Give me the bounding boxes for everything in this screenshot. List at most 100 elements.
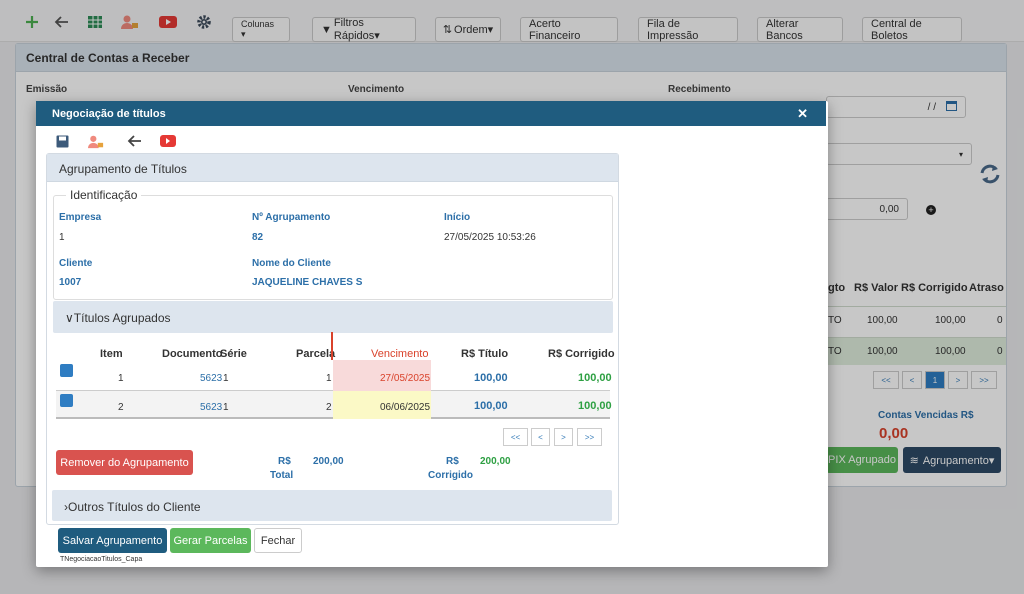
recebimento-date-input[interactable]: / / [826, 96, 966, 118]
fechar-button[interactable]: Fechar [254, 528, 302, 553]
row-checkbox[interactable] [60, 394, 73, 407]
table-row[interactable] [810, 337, 1006, 365]
row-parcela: 1 [326, 373, 332, 384]
row-parcela: 2 [326, 402, 332, 413]
chevron-down-icon: ∨ [65, 311, 74, 325]
cliente-value: 1007 [59, 277, 82, 288]
total-value: 200,00 [313, 456, 344, 467]
row-item: 1 [118, 373, 124, 384]
colunas-dropdown[interactable]: Colunas ▾ [232, 17, 290, 42]
acerto-financeiro-button[interactable]: Acerto Financeiro [520, 17, 618, 42]
titulos-agrupados-title: Títulos Agrupados [73, 311, 171, 325]
pager-last[interactable]: >> [577, 428, 602, 446]
col-corrigido: R$ Corrigido [901, 282, 968, 294]
alterar-bancos-button[interactable]: Alterar Bancos [757, 17, 843, 42]
remover-agrupamento-button[interactable]: Remover do Agrupamento [56, 450, 193, 475]
recebimento-label: Recebimento [668, 84, 731, 95]
col-serie: Série [220, 348, 247, 360]
close-icon[interactable]: ✕ [797, 106, 808, 121]
filtros-label: Filtros Rápidos▾ [333, 17, 380, 42]
vencimento-cell-bg [333, 391, 431, 419]
back-arrow-icon[interactable] [52, 12, 72, 32]
calendar-icon[interactable] [946, 100, 957, 114]
corrigido-value: 200,00 [480, 456, 511, 467]
row-tipo: TO [828, 346, 842, 357]
row-valor: 100,00 [867, 346, 898, 357]
main-toolbar: Colunas ▾ ▼ Filtros Rápidos▾ ⇅ Ordem▾ Acer… [0, 0, 1024, 42]
row-titulo: 100,00 [474, 400, 508, 412]
empresa-label: Empresa [59, 212, 102, 223]
row-tipo: TO [828, 315, 842, 326]
row-checkbox[interactable] [60, 364, 73, 377]
col-rs-corrigido: R$ Corrigido [548, 348, 615, 360]
filtros-rapidos-button[interactable]: ▼ Filtros Rápidos▾ [312, 17, 416, 42]
row-corrigido: 100,00 [578, 400, 612, 412]
nagrupamento-label: Nº Agrupamento [252, 212, 331, 223]
youtube-icon[interactable] [158, 12, 178, 32]
outros-titulos-header[interactable]: ›Outros Títulos do Cliente [52, 490, 612, 521]
row-vencimento: 27/05/2025 [380, 373, 431, 384]
col-vencimento: Vencimento [371, 348, 429, 360]
row-corrigido: 100,00 [935, 346, 966, 357]
pager-next[interactable]: > [948, 371, 968, 389]
salvar-agrupamento-button[interactable]: Salvar Agrupamento [58, 528, 167, 553]
inicio-value: 27/05/2025 10:53:26 [444, 232, 536, 243]
row-serie: 1 [223, 402, 229, 413]
row-atraso: 0 [997, 346, 1003, 357]
pager-next[interactable]: > [554, 428, 573, 446]
row-documento: 5623 [200, 373, 223, 384]
modal-header: Negociação de títulos ✕ [36, 101, 826, 126]
filter-icon: ▼ [321, 23, 332, 36]
titulos-agrupados-header[interactable]: ∨Títulos Agrupados [53, 301, 613, 333]
sort-icon: ⇅ [442, 24, 453, 36]
pager-last[interactable]: >> [971, 371, 997, 389]
total-label-rs: R$ [278, 456, 291, 467]
pager-prev[interactable]: < [531, 428, 550, 446]
gerar-parcelas-button[interactable]: Gerar Parcelas [170, 528, 251, 553]
pix-agrupado-button[interactable]: PIX Agrupado [826, 447, 898, 473]
modal-title: Negociação de títulos [52, 108, 166, 120]
col-documento: Documento [162, 348, 223, 360]
background-select[interactable]: ▾ [826, 143, 972, 165]
vencimento-cell-bg [333, 360, 431, 391]
spreadsheet-icon[interactable] [85, 12, 105, 32]
total-label: Total [270, 470, 294, 481]
col-item: Item [100, 348, 123, 360]
user-lock-icon[interactable] [88, 133, 104, 149]
gear-icon[interactable] [194, 12, 214, 32]
contas-vencidas-value: 0,00 [879, 425, 909, 442]
pager-first[interactable]: << [503, 428, 528, 446]
fila-impressao-button[interactable]: Fila de Impressão [638, 17, 738, 42]
refresh-icon[interactable] [978, 163, 1002, 188]
plus-circle-icon[interactable]: + [926, 205, 936, 215]
add-icon[interactable] [22, 12, 42, 32]
row-corrigido: 100,00 [578, 372, 612, 384]
user-lock-icon[interactable] [120, 12, 140, 32]
pager-first[interactable]: << [873, 371, 899, 389]
inicio-label: Início [444, 212, 471, 223]
ordem-label: Ordem▾ [454, 24, 494, 36]
row-vencimento: 06/06/2025 [380, 402, 431, 413]
panel-title: Central de Contas a Receber [16, 44, 1006, 72]
col-valor: R$ Valor [854, 282, 899, 294]
corrigido-label: Corrigido [428, 470, 473, 481]
pager-prev[interactable]: < [902, 371, 922, 389]
row-documento: 5623 [200, 402, 223, 413]
pager-page[interactable]: 1 [925, 371, 945, 389]
row-corrigido: 100,00 [935, 315, 966, 326]
save-icon[interactable] [54, 133, 70, 149]
youtube-icon[interactable] [160, 133, 176, 149]
identificacao-fieldset: Identificação Empresa 1 Nº Agrupamento 8… [53, 188, 613, 300]
central-boletos-button[interactable]: Central de Boletos [862, 17, 962, 42]
table-row[interactable] [810, 306, 1006, 334]
col-gto: gto [828, 282, 846, 294]
sort-marker [331, 332, 333, 366]
back-arrow-icon[interactable] [126, 133, 142, 149]
agrupamento-button[interactable]: ≋ Agrupamento▾ [903, 447, 1001, 473]
row-serie: 1 [223, 373, 229, 384]
ordem-button[interactable]: ⇅ Ordem▾ [435, 17, 501, 42]
col-parcela: Parcela [296, 348, 336, 360]
row-item: 2 [118, 402, 124, 413]
vencimento-label: Vencimento [348, 84, 405, 95]
row-titulo: 100,00 [474, 372, 508, 384]
